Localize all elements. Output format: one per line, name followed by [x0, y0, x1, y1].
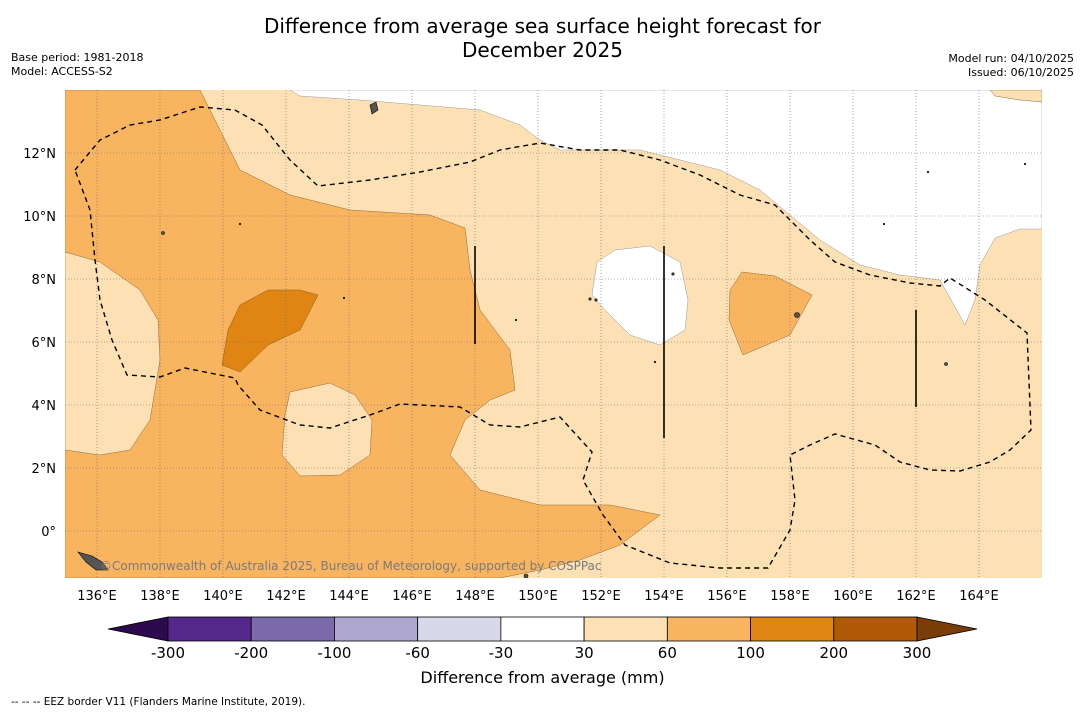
lon-label: 162°E [896, 589, 936, 604]
colorbar-segment [500, 616, 585, 642]
colorbar: -300 -200 -100 -60 -30 30 60 100 200 300 [107, 616, 978, 662]
islands [77, 101, 1027, 578]
lat-label: 6°N [32, 336, 57, 351]
colorbar-tick-label: -300 [151, 644, 185, 662]
model-run: Model run: 04/10/2025 [948, 52, 1074, 65]
lon-label: 152°E [581, 589, 621, 604]
lat-gridlines [65, 152, 1042, 532]
band-60-100-east [728, 271, 813, 356]
band-30-60-west-pocket [65, 251, 161, 456]
lon-label: 148°E [455, 589, 495, 604]
colorbar-tick-label: -100 [317, 644, 351, 662]
lat-label: 4°N [32, 399, 57, 414]
meta-right: Model run: 04/10/2025 Issued: 06/10/2025 [948, 52, 1074, 80]
lat-label: 2°N [32, 462, 57, 477]
map-credit: ©Commonwealth of Australia 2025, Bureau … [100, 559, 602, 573]
colorbar-tick-label: 100 [736, 644, 765, 662]
map-title: Difference from average sea surface heig… [0, 14, 1085, 62]
lon-label: 136°E [77, 589, 117, 604]
meta-left: Base period: 1981-2018 Model: ACCESS-S2 [11, 51, 143, 79]
colorbar-segment [666, 616, 751, 642]
band-30-60-topright [989, 90, 1042, 103]
colorbar-tick-label: 60 [658, 644, 677, 662]
eez-border [74, 106, 1032, 569]
band-100-200 [221, 289, 319, 373]
lon-label: 156°E [707, 589, 747, 604]
lon-axis: 136°E 138°E 140°E 142°E 144°E 146°E 148°… [77, 589, 999, 604]
model-name: Model: ACCESS-S2 [11, 65, 113, 78]
eez-legend: -- -- -- EEZ border V11 (Flanders Marine… [11, 696, 306, 708]
colorbar-segment [750, 616, 835, 642]
title-line-1: Difference from average sea surface heig… [263, 14, 822, 38]
colorbar-tick-label: -60 [405, 644, 430, 662]
title-line-2: December 2025 [462, 38, 623, 62]
colorbar-segment [417, 616, 502, 642]
colorbar-extend-low [107, 616, 169, 642]
band-30-60-center-pocket [281, 382, 373, 477]
lon-label: 140°E [203, 589, 243, 604]
colorbar-segment [334, 616, 419, 642]
colorbar-extend-high [916, 616, 978, 642]
lon-label: 142°E [266, 589, 306, 604]
colorbar-segment [583, 616, 668, 642]
lat-label: 10°N [23, 210, 56, 225]
colorbar-tick-label: -200 [234, 644, 268, 662]
colorbar-segment [250, 616, 335, 642]
lat-label: 12°N [23, 147, 56, 162]
issued-date: Issued: 06/10/2025 [967, 66, 1074, 79]
band-neutral-north [289, 90, 1042, 326]
lon-label: 144°E [329, 589, 369, 604]
lat-label: 0° [41, 525, 56, 540]
lat-axis: 12°N 10°N 8°N 6°N 4°N 2°N 0° [23, 147, 56, 540]
region-markers [474, 246, 917, 438]
lon-label: 138°E [140, 589, 180, 604]
colorbar-tick-label: 300 [903, 644, 932, 662]
lon-label: 160°E [833, 589, 873, 604]
base-period: Base period: 1981-2018 [11, 51, 144, 64]
colorbar-tick-label: 30 [575, 644, 594, 662]
lat-label: 8°N [32, 273, 57, 288]
colorbar-tick-label: 200 [819, 644, 848, 662]
lon-label: 164°E [959, 589, 999, 604]
colorbar-segment [167, 616, 252, 642]
colorbar-label: Difference from average (mm) [420, 668, 665, 687]
colorbar-segment [833, 616, 918, 642]
colorbar-tick-label: -30 [489, 644, 514, 662]
lon-label: 154°E [644, 589, 684, 604]
band-60-100-west [65, 90, 661, 578]
lon-label: 150°E [518, 589, 558, 604]
map-plot-area: ©Commonwealth of Australia 2025, Bureau … [65, 90, 1042, 578]
lon-label: 146°E [392, 589, 432, 604]
lon-label: 158°E [770, 589, 810, 604]
